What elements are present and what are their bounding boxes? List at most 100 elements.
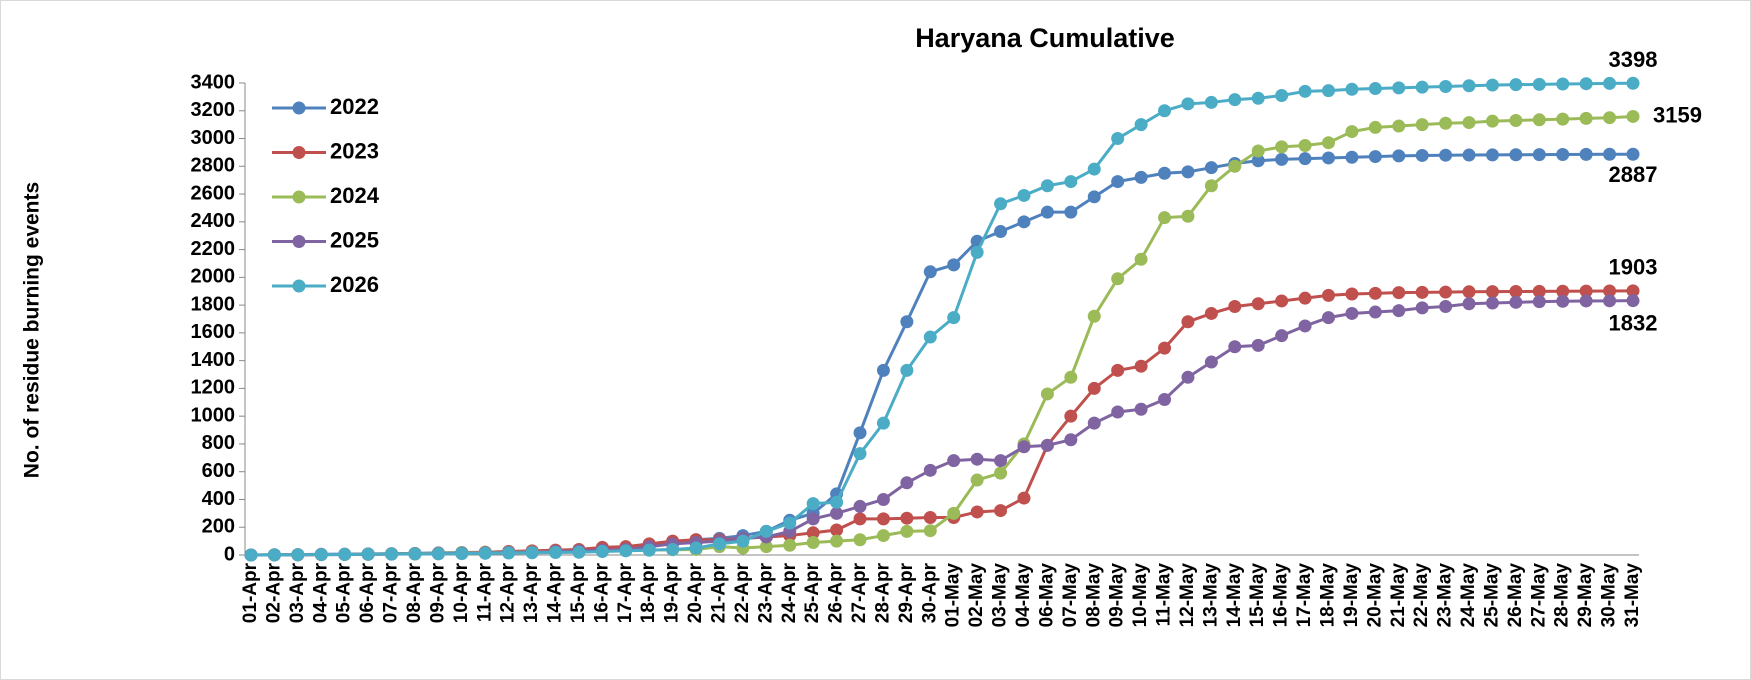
x-tick-label: 12-May bbox=[1177, 563, 1198, 628]
y-tick-label: 3400 bbox=[191, 71, 236, 93]
point bbox=[1158, 211, 1172, 225]
point bbox=[994, 225, 1008, 239]
point bbox=[1556, 147, 1570, 161]
point bbox=[1134, 170, 1148, 184]
point bbox=[455, 547, 469, 561]
point bbox=[853, 499, 867, 513]
point bbox=[1111, 405, 1125, 419]
point bbox=[1532, 113, 1546, 127]
point bbox=[1345, 306, 1359, 320]
legend-label: 2023 bbox=[330, 138, 379, 163]
point bbox=[947, 454, 961, 468]
point bbox=[1345, 82, 1359, 96]
point bbox=[783, 516, 797, 530]
point bbox=[1556, 112, 1570, 126]
point bbox=[830, 495, 844, 509]
legend-marker bbox=[292, 146, 306, 159]
point bbox=[923, 524, 937, 538]
point bbox=[1111, 272, 1125, 286]
end-label: 1903 bbox=[1609, 255, 1658, 280]
x-tick-label: 07-Apr bbox=[381, 562, 402, 623]
point bbox=[1321, 288, 1335, 302]
point bbox=[666, 542, 680, 556]
point bbox=[853, 512, 867, 526]
x-tick-label: 18-Apr bbox=[638, 562, 659, 623]
point bbox=[1556, 294, 1570, 308]
end-label: 1832 bbox=[1609, 310, 1658, 335]
point bbox=[572, 545, 586, 559]
x-tick-label: 22-May bbox=[1411, 563, 1432, 628]
x-tick-label: 02-Apr bbox=[263, 562, 284, 623]
point bbox=[853, 426, 867, 440]
point bbox=[1064, 370, 1078, 384]
point bbox=[1368, 120, 1382, 134]
point bbox=[1485, 78, 1499, 92]
point bbox=[830, 523, 844, 537]
point bbox=[1251, 144, 1265, 158]
x-tick-label: 28-May bbox=[1552, 563, 1573, 628]
x-tick-label: 21-Apr bbox=[708, 562, 729, 623]
point bbox=[923, 511, 937, 525]
x-tick-label: 14-Apr bbox=[545, 562, 566, 623]
point bbox=[1392, 286, 1406, 300]
point bbox=[361, 547, 375, 561]
point bbox=[1321, 84, 1335, 98]
point bbox=[1181, 165, 1195, 179]
y-tick-label: 3000 bbox=[191, 127, 236, 149]
x-tick-label: 07-May bbox=[1060, 563, 1081, 628]
x-tick-label: 06-Apr bbox=[357, 562, 378, 623]
point bbox=[1462, 116, 1476, 130]
point bbox=[1485, 148, 1499, 162]
point bbox=[1158, 341, 1172, 355]
point bbox=[900, 524, 914, 538]
point bbox=[1368, 150, 1382, 164]
point bbox=[1345, 125, 1359, 139]
x-tick-label: 30-Apr bbox=[919, 562, 940, 623]
x-tick-label: 03-Apr bbox=[287, 562, 308, 623]
y-tick-label: 2800 bbox=[191, 155, 236, 177]
point bbox=[970, 452, 984, 466]
point bbox=[1204, 355, 1218, 369]
point bbox=[923, 330, 937, 344]
point bbox=[994, 454, 1008, 468]
end-label: 3159 bbox=[1653, 102, 1702, 127]
x-tick-label: 11-May bbox=[1154, 563, 1175, 627]
point bbox=[1158, 393, 1172, 407]
point bbox=[1415, 285, 1429, 299]
x-tick-label: 04-May bbox=[1013, 563, 1034, 628]
point bbox=[267, 548, 281, 562]
point bbox=[830, 534, 844, 548]
point bbox=[1485, 114, 1499, 128]
point bbox=[1579, 111, 1593, 125]
legend-label: 2026 bbox=[330, 272, 379, 297]
legend-marker bbox=[292, 235, 306, 248]
x-tick-label: 20-May bbox=[1364, 563, 1385, 628]
x-tick-label: 02-May bbox=[966, 563, 987, 628]
y-tick-label: 600 bbox=[202, 460, 235, 482]
point bbox=[1040, 438, 1054, 452]
x-tick-label: 10-May bbox=[1130, 563, 1151, 628]
x-tick-label: 12-Apr bbox=[498, 562, 519, 623]
x-tick-label: 22-Apr bbox=[732, 562, 753, 623]
point bbox=[1321, 136, 1335, 150]
point bbox=[1626, 76, 1640, 90]
y-tick-label: 1400 bbox=[191, 349, 236, 371]
point bbox=[1462, 148, 1476, 162]
legend-marker bbox=[292, 190, 306, 204]
point bbox=[1462, 79, 1476, 93]
point bbox=[1040, 387, 1054, 401]
point bbox=[408, 547, 422, 561]
point bbox=[1275, 140, 1289, 154]
x-tick-label: 01-May bbox=[943, 563, 964, 628]
point bbox=[1556, 284, 1570, 298]
point bbox=[853, 533, 867, 547]
point bbox=[1415, 80, 1429, 94]
y-tick-label: 2200 bbox=[191, 238, 236, 260]
x-tick-label: 19-Apr bbox=[662, 562, 683, 623]
point bbox=[1087, 162, 1101, 176]
point bbox=[970, 245, 984, 259]
x-tick-label: 26-Apr bbox=[826, 562, 847, 623]
point bbox=[994, 466, 1008, 480]
point bbox=[1509, 148, 1523, 162]
y-tick-label: 400 bbox=[202, 488, 235, 510]
